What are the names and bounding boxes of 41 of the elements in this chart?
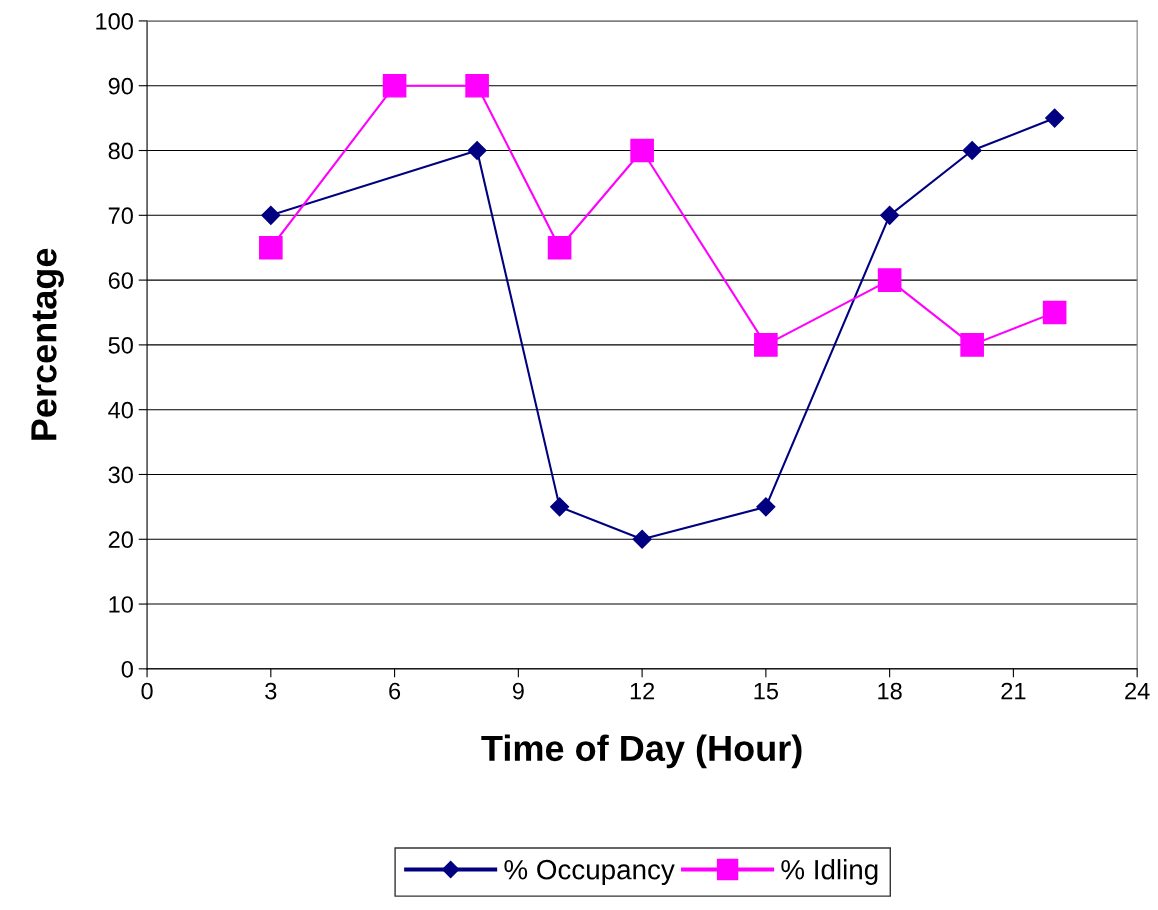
x-tick-label: 24 — [1125, 682, 1150, 700]
point — [550, 497, 570, 517]
y-tick-label: 0 — [121, 660, 133, 678]
point — [877, 268, 902, 292]
point — [756, 497, 776, 517]
x-tick-label: 21 — [1001, 682, 1026, 700]
x-tick-label: 12 — [630, 682, 655, 700]
x-axis-title: Time of Day (Hour) — [481, 734, 802, 769]
point — [465, 73, 489, 98]
y-tick-label: 80 — [108, 142, 133, 160]
y-tick-label: 40 — [108, 401, 133, 419]
point — [1042, 300, 1067, 325]
point — [261, 205, 281, 225]
y-tick-label: 60 — [108, 272, 133, 289]
point — [467, 140, 487, 161]
legend-label: % Idling — [781, 859, 878, 885]
y-tick-label: 90 — [108, 77, 133, 95]
y-tick-label: 100 — [96, 13, 133, 30]
x-tick-label: 15 — [754, 682, 779, 700]
point — [1045, 108, 1065, 128]
y-tick-label: 10 — [109, 596, 133, 613]
y-tick-label: 30 — [108, 466, 133, 484]
point — [754, 333, 778, 357]
x-tick-label: 18 — [878, 682, 902, 700]
x-tick-label: 9 — [512, 682, 524, 700]
y-tick-label: 50 — [108, 336, 133, 354]
x-tick-label: 3 — [265, 682, 277, 700]
y-tick-label: 70 — [108, 207, 133, 225]
y-tick-label: 20 — [108, 531, 133, 549]
point — [880, 205, 900, 225]
point — [632, 529, 652, 549]
point — [630, 138, 654, 163]
legend-label: % Occupancy — [504, 859, 675, 885]
point — [960, 333, 984, 357]
point — [382, 73, 407, 98]
point — [547, 235, 572, 260]
point — [962, 140, 982, 161]
x-tick-label: 6 — [389, 682, 401, 700]
point — [259, 235, 283, 260]
y-axis-title: Percentage — [31, 248, 64, 440]
x-tick-label: 0 — [141, 682, 153, 700]
